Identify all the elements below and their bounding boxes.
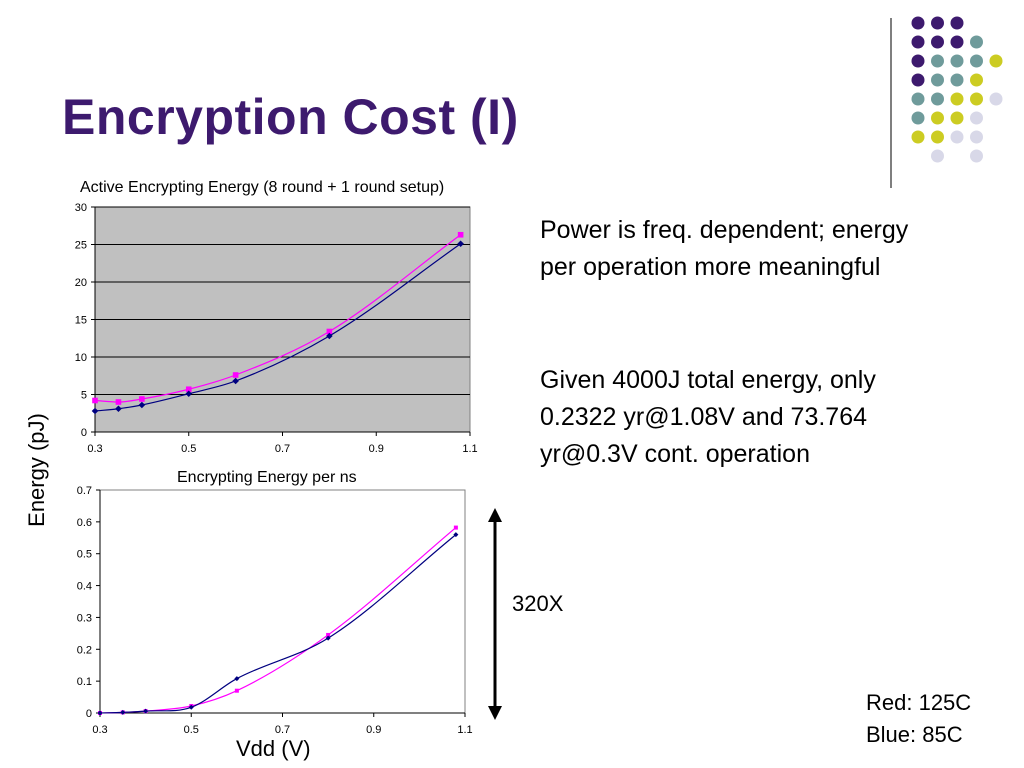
decorative-dot <box>931 16 944 30</box>
decorative-dot-grid <box>911 16 1003 163</box>
y-tick-label: 0.1 <box>77 676 92 688</box>
x-tick-label: 0.9 <box>366 724 381 736</box>
decorative-dot <box>950 111 964 125</box>
y-tick-label: 0 <box>86 708 92 720</box>
x-tick-label: 0.3 <box>87 443 102 455</box>
decorative-dot <box>931 111 944 125</box>
x-tick-label: 0.5 <box>181 443 196 455</box>
shared-x-axis-label: Vdd (V) <box>236 736 311 761</box>
decorative-dot <box>989 54 1003 68</box>
series-point-1 <box>453 532 459 538</box>
title-divider-line <box>890 18 892 188</box>
y-tick-label: 0.4 <box>77 581 92 593</box>
decorative-dot <box>970 35 983 49</box>
paragraph-power-freq: Power is freq. dependent; energy per ope… <box>540 216 909 281</box>
chart1-title: Active Encrypting Energy (8 round + 1 ro… <box>80 179 445 196</box>
double-arrow-icon <box>488 508 502 720</box>
y-tick-label: 15 <box>75 315 87 327</box>
series-point-1 <box>115 405 122 413</box>
decorative-dot <box>950 16 964 30</box>
decorative-dot <box>970 111 983 125</box>
series-point-1 <box>457 240 464 248</box>
series-point-1 <box>188 704 194 710</box>
y-tick-label: 0.5 <box>77 549 92 561</box>
decorative-dot <box>911 130 925 144</box>
decorative-dot <box>950 54 964 68</box>
legend-note-red: Red: 125C <box>866 690 972 715</box>
decorative-dot <box>970 130 983 144</box>
decorative-dot <box>931 54 944 68</box>
y-tick-label: 0 <box>81 427 87 439</box>
decorative-dot <box>911 73 925 87</box>
shared-y-axis-label: Energy (pJ) <box>24 413 49 527</box>
paragraph-given-energy: Given 4000J total energy, only 0.2322 yr… <box>540 366 876 468</box>
x-tick-label: 0.3 <box>92 724 107 736</box>
series-point-1 <box>326 332 333 340</box>
decorative-dot <box>911 54 925 68</box>
decorative-dot <box>911 92 925 106</box>
x-tick-label: 0.9 <box>369 443 384 455</box>
y-tick-label: 0.3 <box>77 612 92 624</box>
y-tick-label: 30 <box>75 202 87 214</box>
y-tick-label: 25 <box>75 240 87 252</box>
decorative-dot <box>931 73 944 87</box>
series-point-1 <box>120 709 126 715</box>
series-point-0 <box>139 396 145 402</box>
chart2-encrypting-energy-per-ns: 0 0.1 0.2 0.3 0.4 0.5 0.6 0.7 0.3 0.5 0.7 0.9 1.1 <box>77 485 473 736</box>
slide-title: Encryption Cost (I) <box>62 89 519 145</box>
series-point-0 <box>326 632 331 637</box>
series-point-0 <box>232 372 239 378</box>
decorative-dot <box>911 16 925 30</box>
x-tick-label: 0.7 <box>275 724 290 736</box>
series-point-0 <box>234 688 239 693</box>
decorative-dot <box>911 111 925 125</box>
chart1-active-encrypting-energy: 0 5 10 15 20 25 30 0.3 0.5 0.7 0.9 1.1 <box>75 202 478 455</box>
legend-note-blue: Blue: 85C <box>866 722 963 747</box>
series-point-1 <box>232 377 239 385</box>
series-point-0 <box>92 397 98 404</box>
series-point-0 <box>453 525 458 530</box>
decorative-dot <box>970 92 983 106</box>
series-point-1 <box>325 635 331 641</box>
x-tick-label: 0.5 <box>184 724 199 736</box>
decorative-dot <box>931 92 944 106</box>
series-point-1 <box>91 407 99 415</box>
series-point-0 <box>457 231 464 238</box>
decorative-dot <box>989 92 1003 106</box>
decorative-dot <box>950 73 964 87</box>
y-tick-label: 5 <box>81 390 87 402</box>
y-tick-label: 0.2 <box>77 644 92 656</box>
decorative-dot <box>970 149 983 163</box>
x-tick-label: 1.1 <box>457 724 472 736</box>
decorative-dot <box>950 92 964 106</box>
x-tick-label: 0.7 <box>275 443 290 455</box>
series-point-0 <box>115 399 122 405</box>
y-tick-label: 20 <box>75 277 87 289</box>
y-tick-label: 0.6 <box>77 517 92 529</box>
ratio-label: 320X <box>512 591 564 616</box>
decorative-dot <box>950 130 964 144</box>
plot-area <box>99 489 466 714</box>
decorative-dot <box>931 149 944 163</box>
y-tick-label: 0.7 <box>77 485 92 497</box>
decorative-dot <box>970 73 983 87</box>
chart2-title: Encrypting Energy per ns <box>177 469 357 486</box>
y-tick-label: 10 <box>75 352 87 364</box>
series-point-0 <box>185 386 192 393</box>
series-point-1 <box>185 390 193 398</box>
decorative-dot <box>931 130 944 144</box>
series-point-1 <box>97 710 103 716</box>
decorative-dot <box>950 35 964 49</box>
series-point-1 <box>138 401 146 409</box>
decorative-dot <box>911 35 925 49</box>
series-point-0 <box>326 328 333 335</box>
decorative-dot <box>931 35 944 49</box>
decorative-dot <box>970 54 983 68</box>
series-point-1 <box>143 708 149 714</box>
x-tick-label: 1.1 <box>462 443 477 455</box>
series-point-1 <box>234 676 240 682</box>
